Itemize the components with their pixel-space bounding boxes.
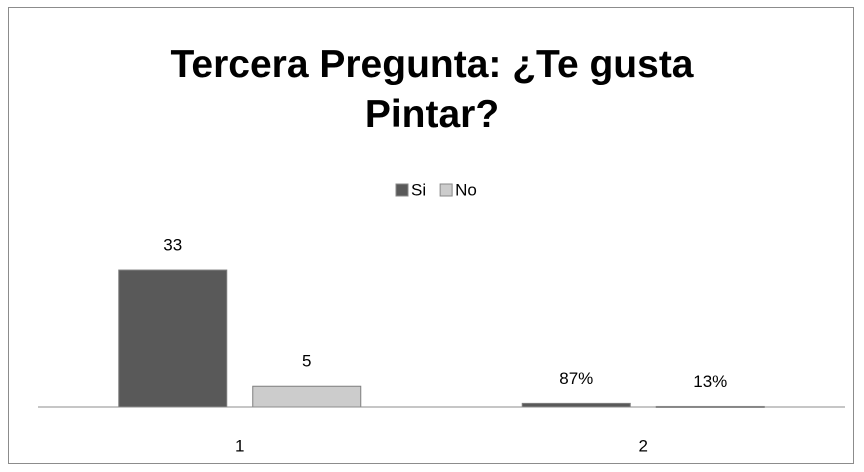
- bar: [118, 269, 228, 408]
- x-tick-label: 1: [235, 436, 244, 455]
- legend-swatch: [395, 183, 409, 197]
- data-label: 87%: [559, 369, 593, 388]
- chart-title: Tercera Pregunta: ¿Te gusta Pintar?: [170, 43, 694, 136]
- data-label: 13%: [693, 372, 727, 391]
- data-label: 5: [302, 352, 311, 371]
- bar: [521, 402, 631, 408]
- x-tick-label: 2: [639, 436, 648, 455]
- legend-label: Si: [411, 180, 426, 199]
- legend-label: No: [455, 180, 477, 199]
- bar: [252, 385, 362, 408]
- chart-frame: [8, 7, 854, 464]
- legend-swatch: [439, 183, 453, 197]
- data-label: 33: [163, 236, 182, 255]
